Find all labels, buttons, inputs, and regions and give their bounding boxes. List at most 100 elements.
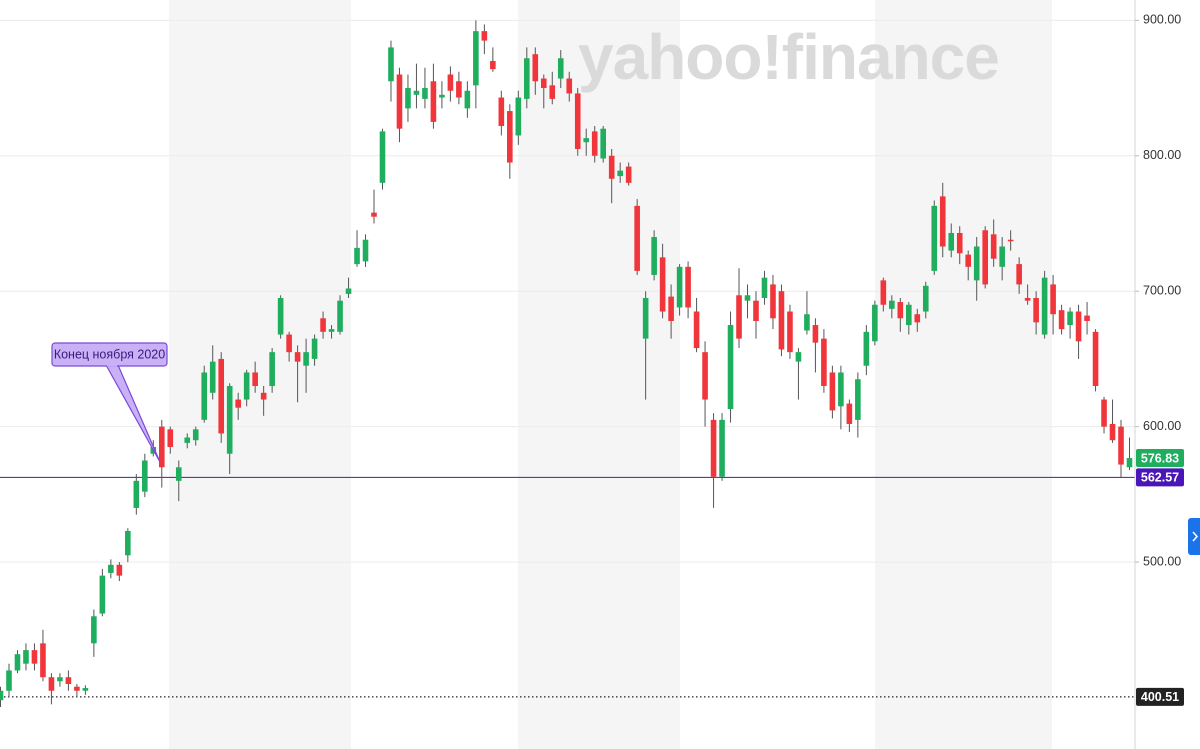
candle-body: [91, 616, 97, 644]
candle-body: [1007, 239, 1014, 242]
candle-body: [829, 372, 836, 411]
price-tag: [1136, 687, 1184, 706]
candle-body: [337, 300, 343, 332]
candle-body: [277, 297, 284, 335]
candle-body: [727, 325, 734, 410]
candle-body: [1092, 331, 1099, 387]
candle-body: [167, 429, 174, 447]
candle-body: [311, 338, 318, 359]
candle-body: [354, 247, 360, 265]
candle-body: [99, 575, 106, 614]
candle-body: [379, 131, 386, 183]
candle-body: [65, 677, 72, 684]
candle-body: [209, 361, 216, 393]
candle-body: [14, 654, 21, 671]
candle-body: [142, 460, 148, 492]
candle-body: [583, 138, 590, 143]
candle-body: [719, 419, 725, 477]
price-tag-label: 562.57: [1141, 471, 1179, 485]
y-axis: 500.00 600.00 700.00 800.00 900.00: [1135, 13, 1181, 568]
candle-body: [507, 111, 513, 163]
candle-body: [294, 352, 301, 362]
candle-body: [40, 643, 46, 678]
candle-body: [787, 311, 793, 353]
candle-body: [320, 318, 326, 332]
candle-body: [1075, 311, 1082, 342]
candle-body: [303, 352, 309, 366]
candle-body: [574, 93, 581, 149]
price-lines: [0, 476, 1135, 698]
candle-body: [676, 266, 683, 308]
month-band: [875, 0, 1052, 749]
candle-body: [1109, 423, 1116, 441]
candle-body: [956, 232, 963, 254]
candle-body: [634, 205, 640, 271]
candle-body: [625, 166, 632, 183]
candle-body: [1033, 297, 1039, 323]
candle-body: [396, 74, 403, 129]
candle-body: [371, 212, 377, 217]
candle-body: [252, 372, 258, 387]
candle-body: [905, 304, 912, 326]
candle-body: [693, 311, 700, 349]
candle-body: [532, 54, 539, 82]
candle-body: [226, 386, 233, 454]
price-tag: [1136, 449, 1184, 468]
candle-body: [821, 338, 827, 387]
candle-body: [269, 352, 275, 387]
candle-body: [125, 530, 131, 556]
candle-body: [889, 300, 895, 309]
candle-body: [456, 81, 462, 98]
candle-body: [1101, 399, 1107, 427]
candle-body: [1084, 315, 1090, 321]
y-tick-label: 600.00: [1143, 419, 1181, 433]
candle-body: [710, 419, 717, 477]
price-tag-label: 400.51: [1141, 690, 1179, 704]
candle-body: [549, 85, 556, 99]
candle-body: [702, 352, 708, 400]
candle-body: [133, 480, 140, 508]
candle-body: [184, 437, 191, 443]
candle-body: [990, 234, 997, 259]
candle-body: [218, 358, 225, 434]
candle-body: [897, 302, 904, 319]
y-tick-label: 500.00: [1143, 554, 1181, 568]
candle-body: [642, 297, 649, 339]
candle-body: [524, 58, 530, 99]
y-tick-label: 900.00: [1143, 13, 1181, 27]
candle-body: [659, 257, 666, 312]
candle-body: [651, 237, 657, 275]
candle-body: [600, 128, 606, 159]
candle-body: [481, 31, 488, 41]
candle-body: [1058, 310, 1065, 330]
candle-body: [1050, 284, 1056, 315]
candle-body: [74, 686, 80, 691]
month-band: [169, 0, 351, 749]
y-tick-label: 800.00: [1143, 148, 1181, 162]
candle-body: [1118, 426, 1124, 465]
price-tag: [1136, 468, 1184, 487]
candle-body: [82, 688, 89, 691]
candle-body: [540, 78, 547, 89]
month-band: [518, 0, 680, 749]
candle-body: [48, 677, 55, 691]
price-tags: 576.83 562.57 400.51: [1136, 449, 1184, 706]
y-tick-label: 700.00: [1143, 283, 1181, 297]
candle-body: [31, 650, 38, 664]
annotation: Конец ноября 2020: [51, 342, 168, 463]
candle-body: [447, 74, 454, 91]
candle-body: [965, 254, 972, 267]
candle-body: [804, 314, 810, 331]
candle-body: [243, 372, 250, 400]
candle-body: [158, 426, 165, 468]
candle-body: [0, 690, 4, 701]
side-panel-toggle[interactable]: [1188, 518, 1200, 555]
candle-body: [668, 296, 674, 321]
candle-body: [922, 285, 929, 312]
candle-body: [1126, 458, 1133, 468]
candle-body: [931, 205, 938, 271]
candle-body: [948, 232, 955, 251]
candle-body: [6, 670, 12, 691]
candle-body: [880, 280, 887, 305]
